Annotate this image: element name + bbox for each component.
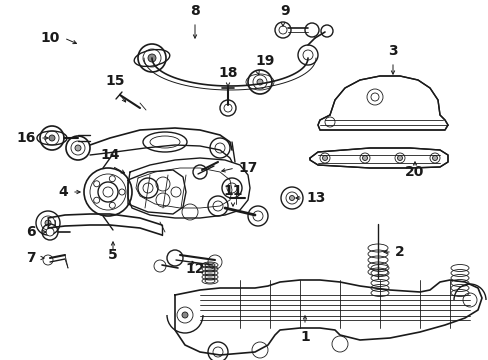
Circle shape: [148, 54, 156, 62]
Text: 15: 15: [105, 74, 124, 88]
Text: 8: 8: [190, 4, 200, 18]
Text: 16: 16: [17, 131, 36, 145]
Polygon shape: [317, 76, 447, 130]
Text: 14: 14: [100, 148, 120, 162]
Text: 2: 2: [394, 245, 404, 259]
Text: 11: 11: [223, 184, 242, 198]
Polygon shape: [309, 148, 447, 168]
Circle shape: [46, 228, 54, 236]
Text: 9: 9: [280, 4, 289, 18]
Text: 18: 18: [218, 66, 237, 80]
Text: 7: 7: [26, 251, 36, 265]
Circle shape: [75, 145, 81, 151]
Text: 1: 1: [300, 330, 309, 344]
Circle shape: [45, 220, 51, 226]
Text: 17: 17: [238, 161, 257, 175]
Text: 10: 10: [41, 31, 60, 45]
Circle shape: [49, 135, 55, 141]
Text: 3: 3: [387, 44, 397, 58]
Circle shape: [322, 156, 327, 161]
Circle shape: [182, 312, 187, 318]
Text: 5: 5: [108, 248, 118, 262]
Circle shape: [362, 156, 367, 161]
Circle shape: [257, 79, 263, 85]
Text: 20: 20: [405, 165, 424, 179]
Text: 12: 12: [185, 262, 204, 276]
Text: 13: 13: [305, 191, 325, 205]
Text: 19: 19: [254, 54, 274, 68]
Text: 4: 4: [58, 185, 68, 199]
Circle shape: [431, 156, 437, 161]
Circle shape: [397, 156, 402, 161]
Circle shape: [289, 195, 294, 201]
Text: 6: 6: [26, 225, 36, 239]
